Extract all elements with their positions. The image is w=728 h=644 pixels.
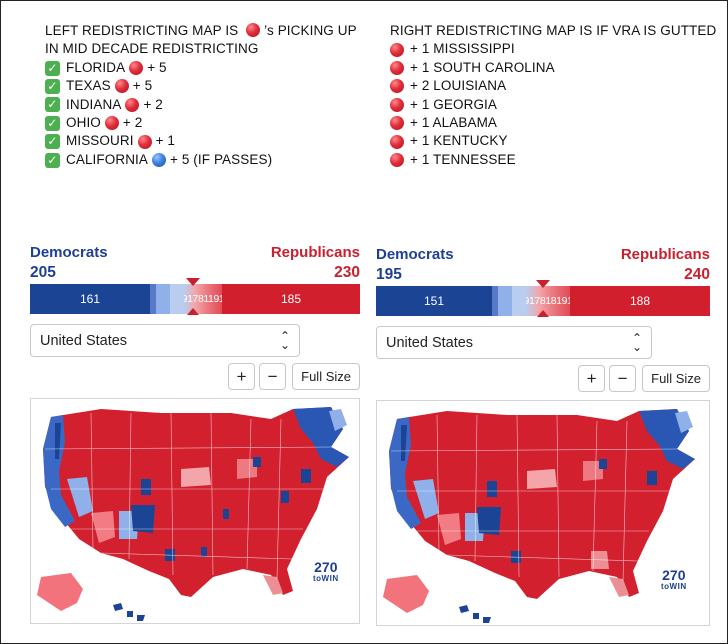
- right-note-item: + 1 GEORGIA: [390, 96, 720, 114]
- likely-dem-segment[interactable]: [492, 286, 498, 316]
- right-district-map[interactable]: 270 toWIN: [376, 400, 710, 626]
- check-mark-icon: ✓: [45, 97, 60, 113]
- left-notes-title-line2: IN MID DECADE REDISTRICTING: [45, 41, 259, 57]
- safe-dem-segment[interactable]: 161: [30, 284, 150, 314]
- right-note-item: + 2 LOUISIANA: [390, 77, 720, 95]
- republicans-total: 240: [684, 266, 710, 283]
- democrats-label: Democrats: [376, 246, 454, 263]
- left-notes: LEFT REDISTRICTING MAP IS ’s PICKING UP …: [45, 22, 375, 169]
- us-map-graphic: [37, 407, 349, 621]
- full-size-button[interactable]: Full Size: [642, 365, 710, 392]
- left-note-item: ✓ CALIFORNIA + 5 (IF PASSES): [45, 151, 375, 169]
- democrats-label: Democrats: [30, 244, 108, 261]
- majority-marker-bottom-icon: [187, 308, 199, 315]
- full-size-button[interactable]: Full Size: [292, 363, 360, 390]
- right-note-item: + 1 KENTUCKY: [390, 132, 720, 150]
- right-note-item: + 1 TENNESSEE: [390, 151, 720, 169]
- safe-rep-segment[interactable]: 185: [222, 284, 360, 314]
- region-select[interactable]: United States ⌃ ⌄: [376, 326, 652, 359]
- check-mark-icon: ✓: [45, 152, 60, 168]
- red-dot-icon: [390, 79, 404, 94]
- 270towin-logo: 270 toWIN: [661, 567, 687, 591]
- chevron-updown-icon: ⌃ ⌄: [279, 328, 290, 352]
- majority-marker-icon: [536, 280, 550, 288]
- seat-bar: 161 1917811915 185: [30, 278, 360, 315]
- 270towin-logo: 270 toWIN: [313, 559, 339, 583]
- red-dot-icon: [129, 61, 144, 76]
- right-note-item: + 1 SOUTH CAROLINA: [390, 59, 720, 77]
- likely-dem-segment[interactable]: [150, 284, 156, 314]
- left-district-map[interactable]: 270 toWIN: [30, 398, 360, 624]
- right-notes: RIGHT REDISTRICTING MAP IS IF VRA IS GUT…: [390, 22, 720, 169]
- right-forecast-panel: Democrats Republicans 195 240 151 191781…: [376, 246, 710, 626]
- chevron-updown-icon: ⌃ ⌄: [631, 330, 642, 354]
- check-mark-icon: ✓: [45, 134, 60, 150]
- lean-dem-segment[interactable]: [156, 284, 170, 314]
- left-note-item: ✓ INDIANA + 2: [45, 96, 375, 114]
- republicans-total: 230: [334, 264, 360, 281]
- red-dot-icon: [390, 134, 404, 149]
- right-note-item: + 1 MISSISSIPPI: [390, 40, 720, 58]
- majority-marker-bottom-icon: [537, 310, 549, 317]
- red-dot-icon: [390, 97, 404, 112]
- check-mark-icon: ✓: [45, 78, 60, 94]
- red-dot-icon: [390, 61, 404, 76]
- zoom-in-button[interactable]: +: [228, 363, 256, 390]
- red-dot-icon: [125, 97, 140, 112]
- left-note-item: ✓ FLORIDA + 5: [45, 59, 375, 77]
- zoom-out-button[interactable]: −: [259, 363, 287, 390]
- zoom-out-button[interactable]: −: [609, 365, 637, 392]
- check-mark-icon: ✓: [45, 60, 60, 76]
- democrats-total: 205: [30, 264, 56, 281]
- majority-marker-icon: [186, 278, 200, 286]
- republicans-label: Republicans: [270, 244, 360, 261]
- safe-dem-segment[interactable]: 151: [376, 286, 492, 316]
- red-dot-icon: [390, 116, 404, 131]
- tilt-dem-segment[interactable]: [512, 286, 526, 316]
- lean-dem-segment[interactable]: [498, 286, 512, 316]
- seat-bar: 151 19178181915 188: [376, 280, 710, 317]
- red-dot-icon: [246, 23, 261, 37]
- democrats-total: 195: [376, 266, 402, 283]
- left-note-item: ✓ TEXAS + 5: [45, 77, 375, 95]
- tilt-dem-segment[interactable]: [170, 284, 184, 314]
- us-map-graphic: [383, 409, 695, 623]
- region-select[interactable]: United States ⌃ ⌄: [30, 324, 300, 357]
- check-mark-icon: ✓: [45, 115, 60, 131]
- left-note-item: ✓ OHIO + 2: [45, 114, 375, 132]
- red-dot-icon: [114, 79, 129, 94]
- republicans-label: Republicans: [620, 246, 710, 263]
- red-dot-icon: [390, 153, 404, 168]
- left-note-item: ✓ MISSOURI + 1: [45, 132, 375, 150]
- right-notes-title: RIGHT REDISTRICTING MAP IS IF VRA IS GUT…: [390, 23, 717, 38]
- safe-rep-segment[interactable]: 188: [570, 286, 710, 316]
- left-notes-title: LEFT REDISTRICTING MAP IS ’s PICKING UP: [45, 23, 357, 38]
- blue-dot-icon: [152, 153, 167, 168]
- zoom-in-button[interactable]: +: [578, 365, 606, 392]
- left-forecast-panel: Democrats Republicans 205 230 161 191781…: [30, 244, 360, 624]
- red-dot-icon: [137, 134, 152, 149]
- red-dot-icon: [390, 42, 404, 57]
- right-note-item: + 1 ALABAMA: [390, 114, 720, 132]
- red-dot-icon: [104, 116, 119, 131]
